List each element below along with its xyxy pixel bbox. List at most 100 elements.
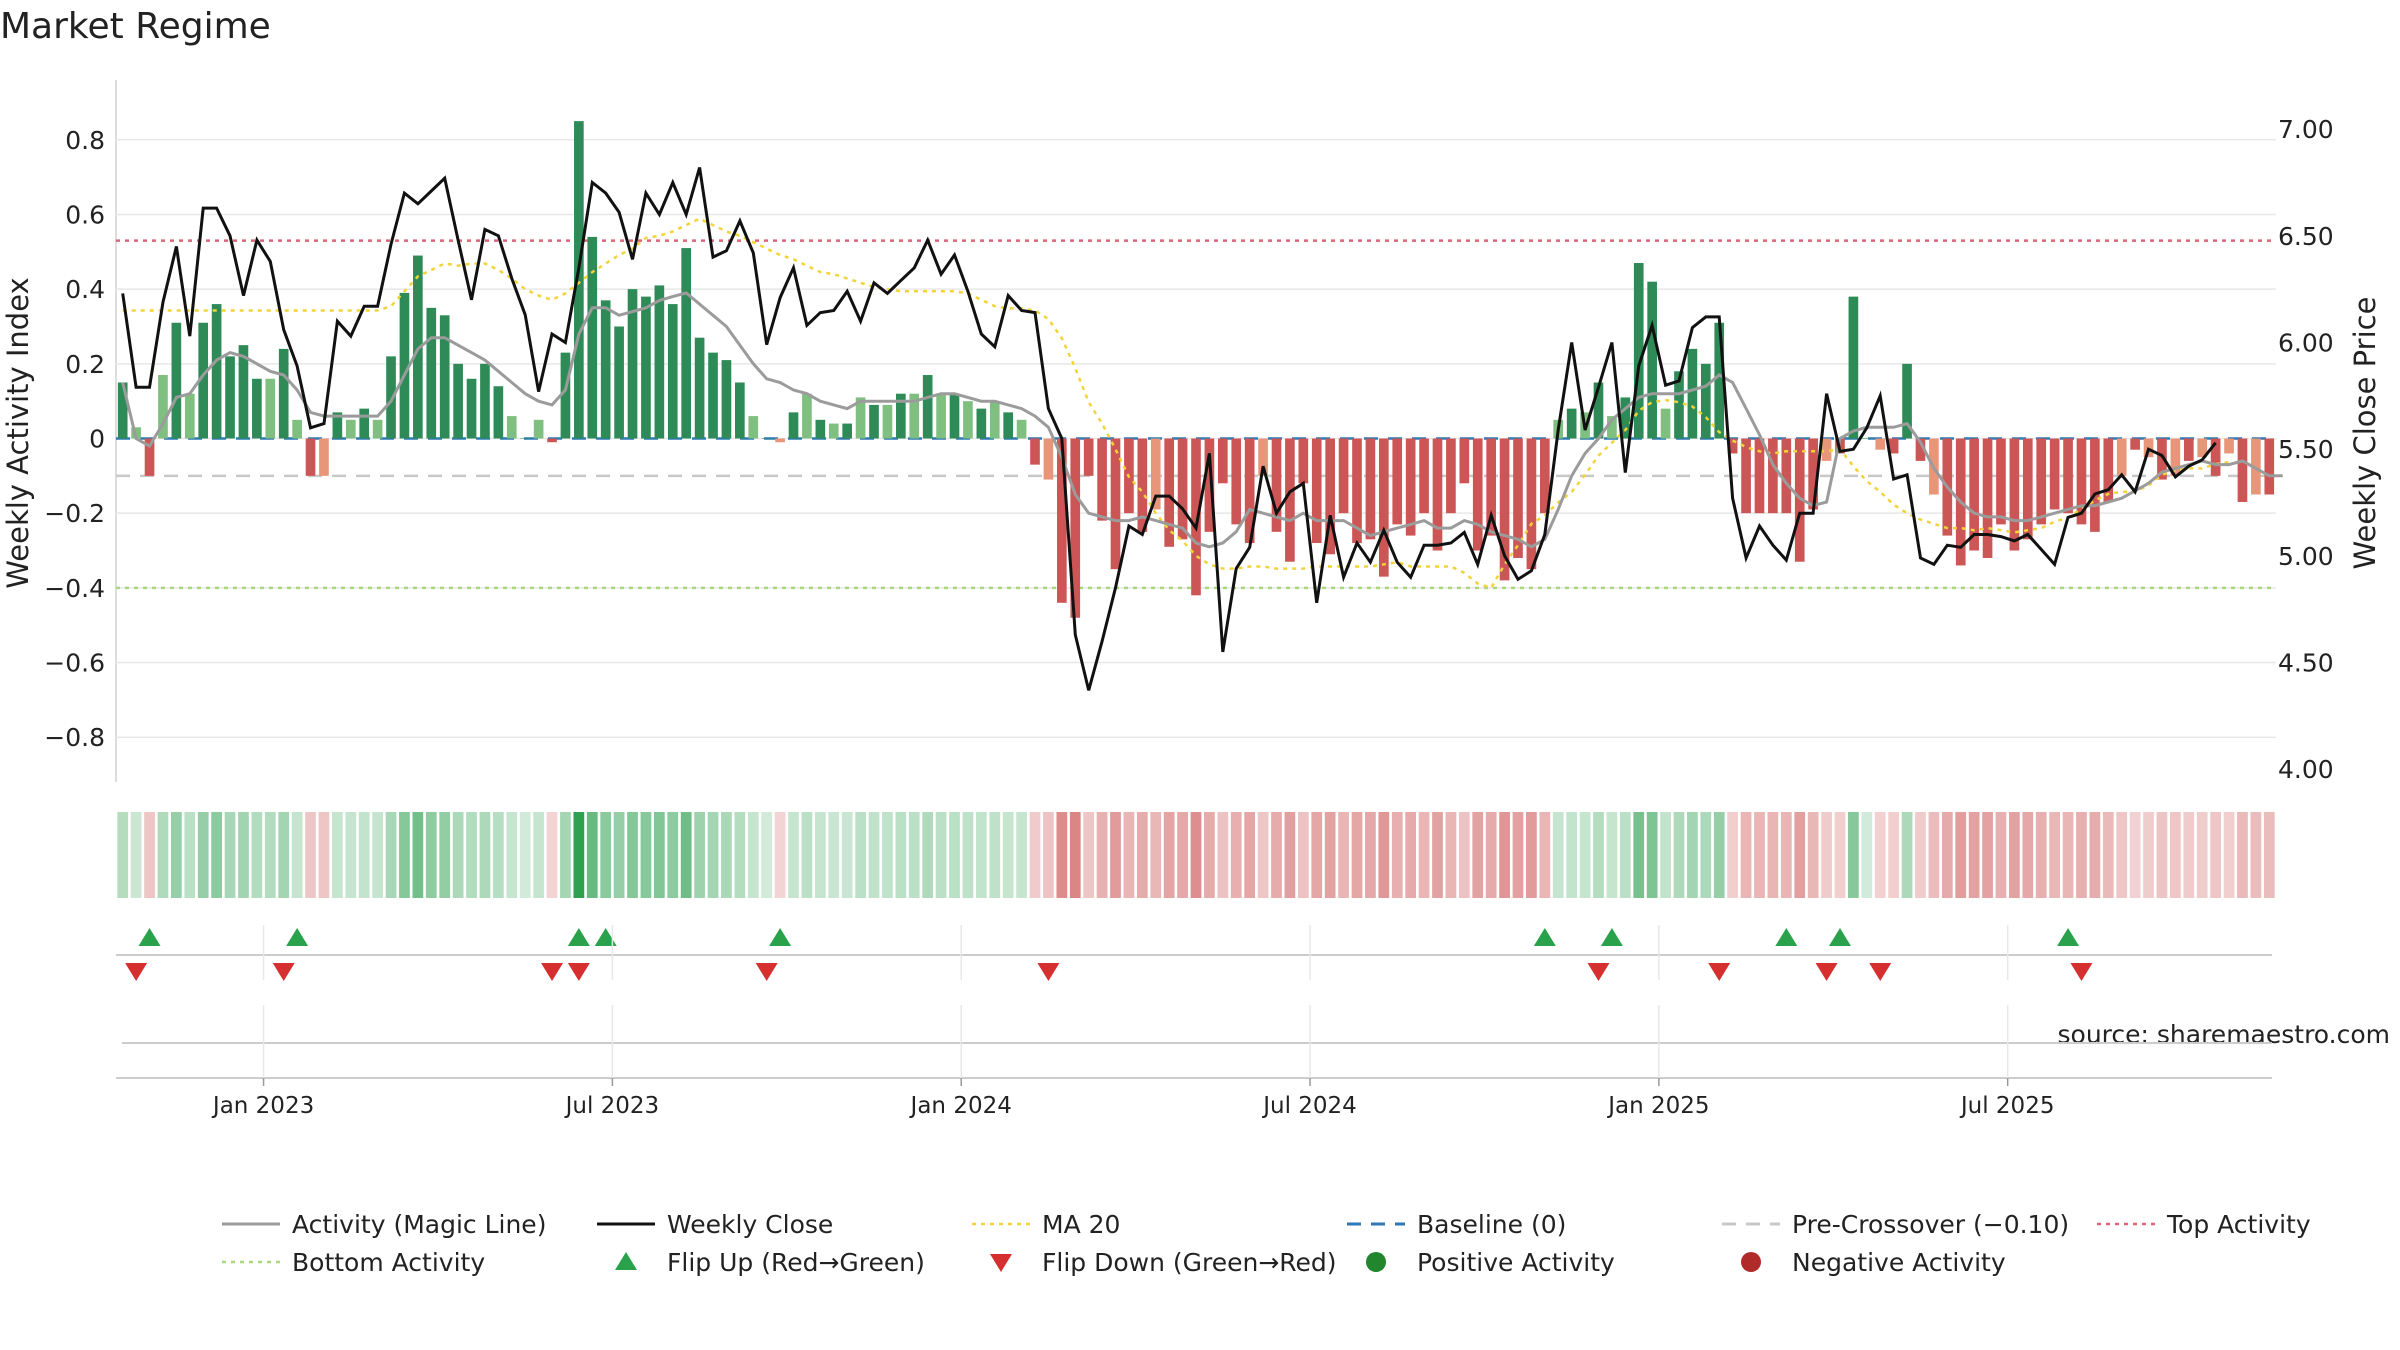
activity-bar [1607,416,1617,439]
activity-bar [748,416,759,439]
activity-bar [399,292,410,439]
regime-cell [452,812,464,898]
legend-label: Activity (Magic Line) [292,1210,546,1239]
activity-bar [1781,438,1792,514]
flip-up-marker [1600,928,1623,946]
regime-cell [1928,812,1940,898]
regime-cell [855,812,866,898]
regime-cell [1284,812,1296,898]
flip-down-marker [1708,963,1731,981]
activity-bar [735,382,745,439]
legend-label: Top Activity [2166,1210,2311,1239]
regime-cell [2035,812,2047,898]
flip-up-marker [286,928,309,946]
activity-bar [359,408,370,439]
regime-cell [908,812,920,898]
regime-cell [801,812,813,898]
legend-swatch [615,1252,637,1270]
regime-cell [1915,812,1926,898]
left-tick-label: −0.4 [44,574,105,603]
activity-bar [211,304,222,439]
activity-bar [1164,438,1174,547]
activity-bar [1191,438,1201,596]
flip-up-marker [594,928,617,946]
x-tick-label: Jul 2024 [1261,1093,1357,1119]
legend-swatch [990,1254,1012,1272]
regime-cell [1230,812,1242,898]
regime-cell [1619,812,1631,898]
activity-bar [1633,263,1644,439]
activity-bar [278,348,289,439]
activity-bar [1915,438,1926,461]
activity-bar [896,393,906,439]
regime-cell [1190,812,1202,898]
activity-bar [439,315,450,439]
regime-cell [828,812,840,898]
regime-cell [1982,812,1993,898]
activity-bar [319,438,329,476]
regime-cell [841,812,853,898]
activity-bar [533,419,544,439]
activity-bar [466,378,477,439]
chart-title: Market Regime [0,6,271,47]
activity-bar [1446,438,1456,514]
activity-bar [1083,438,1094,476]
regime-cell [439,812,451,898]
regime-cell [1566,812,1578,898]
activity-bar [2251,438,2261,495]
regime-cell [1378,812,1390,898]
activity-bar [627,289,638,439]
regime-cell [1150,812,1162,898]
regime-cell [882,812,893,898]
regime-cell [1780,812,1792,898]
flip-markers [116,928,2272,981]
regime-cell [1901,812,1913,898]
regime-cell [412,812,424,898]
activity-bar [1258,438,1268,476]
regime-cell [653,812,665,898]
regime-cell [586,812,598,898]
regime-cell [1754,812,1765,898]
activity-bar [1043,438,1054,480]
regime-cell [1257,812,1269,898]
activity-bar [1647,281,1657,439]
activity-bar [922,375,933,439]
activity-bar [184,393,195,439]
activity-bar [788,412,799,439]
regime-cell [1874,812,1886,898]
regime-cell [560,812,571,898]
activity-bar [1513,438,1523,558]
activity-bar [1848,296,1859,439]
activity-bar [963,401,973,439]
regime-cell [1043,812,1054,898]
activity-bar [1861,438,1872,439]
regime-cell [1029,812,1041,898]
activity-bar [1472,438,1483,551]
activity-bar [2197,438,2208,458]
activity-bar [855,397,866,439]
regime-cell [1405,812,1417,898]
regime-cell [1083,812,1095,898]
regime-cell [264,812,276,898]
flip-down-marker [2070,963,2093,981]
regime-cell [1069,812,1081,898]
regime-cell [2076,812,2087,898]
regime-cell [1526,812,1537,898]
activity-bar [2049,438,2060,510]
activity-bar [1016,419,1027,439]
regime-cell [1633,812,1645,898]
activity-bar [587,236,598,439]
activity-bar [2170,438,2181,476]
legend-label: MA 20 [1042,1210,1120,1239]
activity-bar [1875,438,1886,450]
regime-cell [144,812,155,898]
regime-cell [1297,812,1309,898]
regime-cell [1002,812,1014,898]
regime-cell [1807,812,1819,898]
activity-bar [654,285,665,439]
flip-down-marker [1815,963,1838,981]
regime-cell [975,812,987,898]
regime-cell [1861,812,1873,898]
